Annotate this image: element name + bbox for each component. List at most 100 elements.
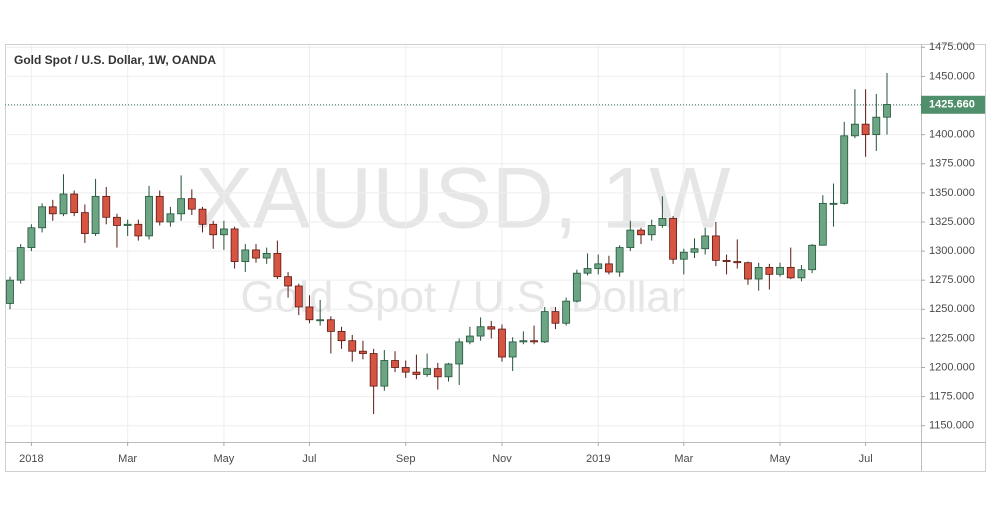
candle-body	[679, 251, 688, 260]
candle-body	[851, 123, 859, 137]
frame	[5, 44, 986, 472]
candle-body	[230, 228, 239, 262]
chart-title: Gold Spot / U.S. Dollar, 1W, OANDA	[14, 53, 216, 67]
candle-body	[519, 340, 528, 343]
candle-body	[38, 206, 46, 229]
candle-body	[262, 252, 271, 259]
candle-body	[337, 330, 346, 342]
candle-body	[177, 198, 186, 215]
x-tick-label: Nov	[492, 453, 512, 465]
candle-body	[476, 326, 485, 337]
candle-body	[380, 360, 389, 387]
last-price-label: 1425.660	[929, 99, 975, 111]
candle-body	[6, 279, 14, 304]
candle-body	[48, 206, 57, 215]
candle-body	[861, 123, 870, 136]
candle-body	[166, 213, 175, 223]
candle-body	[27, 227, 36, 248]
grid	[5, 45, 921, 442]
candle-body	[209, 223, 218, 236]
candle-body	[829, 202, 838, 205]
candle-body	[722, 259, 731, 262]
candle-body	[412, 371, 421, 375]
y-tick-label: 1150.000	[929, 420, 974, 432]
candle-body	[669, 218, 677, 260]
candle-body	[808, 244, 817, 271]
candle-body	[145, 195, 153, 237]
candle-body	[220, 228, 228, 236]
candle-body	[102, 195, 111, 218]
candle-body	[583, 268, 592, 274]
candle-body	[284, 276, 292, 287]
candle-body	[797, 269, 806, 279]
y-tick-label: 1325.000	[929, 216, 975, 228]
candle-body	[155, 195, 164, 223]
candle-body	[198, 208, 207, 225]
x-tick-label: Sep	[396, 453, 416, 465]
candle-body	[776, 266, 784, 275]
x-tick-label: May	[214, 453, 235, 465]
candle-body	[316, 319, 325, 322]
candle-body	[326, 319, 335, 332]
y-tick-label: 1175.000	[929, 391, 974, 403]
candle-body	[252, 249, 260, 259]
x-tick-label: 2019	[586, 453, 610, 465]
candle-body	[348, 340, 357, 352]
candle-body	[465, 335, 474, 343]
candle-body	[359, 350, 367, 354]
candle-body	[647, 225, 656, 236]
x-tick-label: 2018	[19, 453, 43, 465]
x-tick-label: Jul	[859, 453, 873, 465]
candle-body	[711, 235, 720, 261]
y-tick-label: 1475.000	[929, 41, 975, 53]
candle-body	[551, 311, 560, 324]
candle-body	[744, 262, 752, 280]
candle-body	[369, 353, 378, 387]
candle-body	[690, 248, 699, 253]
candle-body	[701, 235, 710, 250]
y-tick-label: 1275.000	[929, 274, 975, 286]
candle-body	[273, 252, 282, 278]
candle-body	[883, 103, 891, 118]
candle-body	[786, 266, 795, 279]
candle-body	[594, 263, 603, 269]
candle-body	[498, 328, 506, 358]
candle-body	[401, 367, 410, 373]
last-price-box	[921, 95, 985, 114]
candle-body	[754, 266, 763, 280]
candle-body	[91, 195, 100, 235]
candle-body	[16, 247, 25, 281]
candle-body	[733, 261, 742, 264]
candle-body	[765, 266, 774, 275]
candle-body	[113, 216, 121, 226]
candle-body	[840, 135, 849, 204]
candle-body	[134, 223, 143, 237]
y-tick-label: 1200.000	[929, 361, 975, 373]
candle-body	[540, 311, 549, 343]
candle-body	[626, 229, 635, 248]
candles	[6, 72, 891, 415]
candle-body	[241, 249, 250, 262]
watermark-subtitle: Gold Spot / U.S. Dollar	[240, 273, 685, 322]
y-tick-label: 1350.000	[929, 187, 975, 199]
candle-body	[508, 341, 517, 358]
candle-body	[80, 212, 89, 235]
candle-body	[818, 202, 827, 246]
candle-body	[187, 198, 196, 210]
y-tick-label: 1375.000	[929, 158, 975, 170]
candle-body	[872, 116, 881, 136]
candle-body	[59, 193, 68, 215]
candle-body	[123, 223, 132, 226]
x-tick-label: Mar	[674, 453, 693, 465]
candle-body	[572, 272, 581, 302]
candle-body	[444, 363, 453, 378]
candle-body	[70, 193, 79, 214]
y-tick-label: 1300.000	[929, 245, 975, 257]
candle-body	[433, 368, 442, 378]
candle-body	[305, 306, 314, 321]
candle-body	[423, 368, 432, 375]
candle-body	[658, 218, 667, 226]
candle-body	[605, 263, 613, 273]
candle-body	[391, 360, 399, 368]
